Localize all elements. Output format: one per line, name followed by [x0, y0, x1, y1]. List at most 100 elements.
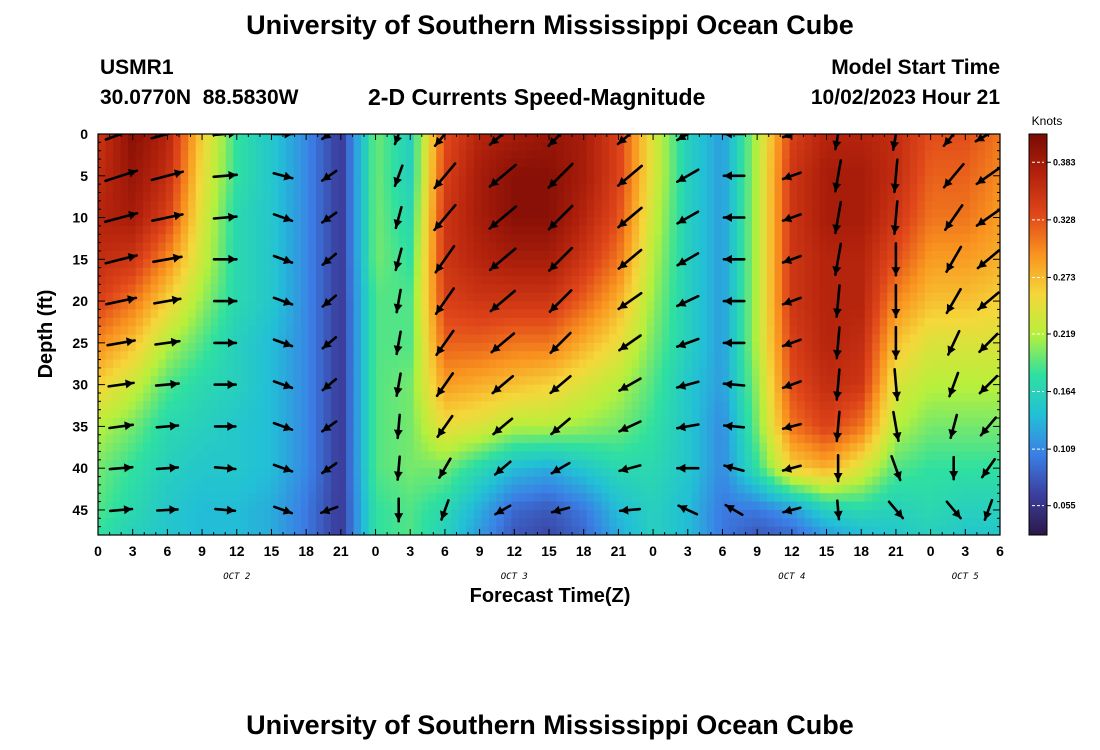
heatmap-cell [233, 409, 242, 419]
heatmap-cell [353, 217, 362, 227]
heatmap-cell [391, 459, 400, 469]
heatmap-cell [105, 242, 114, 252]
heatmap-cell [969, 267, 979, 277]
heatmap-cell [248, 142, 257, 152]
heatmap-cell [834, 392, 843, 402]
heatmap-cell [782, 392, 791, 402]
heatmap-cell [451, 359, 460, 369]
heatmap-cell [135, 426, 144, 436]
heatmap-cell [917, 468, 926, 478]
heatmap-cell [503, 259, 513, 269]
heatmap-cell [203, 351, 212, 361]
heatmap-cell [368, 192, 377, 202]
heatmap-cell [564, 418, 573, 427]
heatmap-cell [541, 301, 550, 311]
heatmap-cell [255, 284, 264, 294]
heatmap-cell [624, 309, 633, 319]
heatmap-cell [346, 451, 355, 461]
heatmap-cell [631, 367, 640, 377]
heatmap-cell [872, 401, 881, 411]
heatmap-cell [887, 309, 896, 319]
heatmap-cell [308, 434, 317, 444]
heatmap-cell [98, 359, 107, 369]
heatmap-cell [706, 334, 715, 344]
heatmap-cell [556, 200, 565, 210]
heatmap-cell [225, 184, 234, 194]
heatmap-cell [488, 159, 497, 169]
heatmap-cell [736, 317, 746, 327]
heatmap-cell [541, 309, 550, 319]
heatmap-cell [315, 317, 325, 327]
heatmap-cell [736, 234, 746, 244]
heatmap-cell [458, 384, 467, 394]
heatmap-cell [624, 134, 633, 143]
heatmap-cell [797, 418, 806, 427]
heatmap-cell [240, 200, 249, 210]
heatmap-cell [571, 409, 580, 419]
heatmap-cell [751, 317, 761, 327]
heatmap-cell [135, 217, 144, 227]
heatmap-cell [225, 317, 234, 327]
heatmap-cell [270, 351, 279, 361]
heatmap-cell [827, 301, 836, 311]
heatmap-cell [864, 409, 873, 419]
heatmap-cell [218, 250, 227, 260]
heatmap-cell [458, 326, 467, 336]
heatmap-cell [150, 359, 159, 369]
heatmap-cell [541, 317, 550, 327]
heatmap-cell [736, 150, 746, 160]
heatmap-cell [143, 284, 152, 294]
heatmap-cell [564, 317, 573, 327]
heatmap-cell [436, 334, 445, 344]
heatmap-cell [210, 443, 219, 453]
heatmap-cell [406, 301, 415, 311]
heatmap-cell [436, 142, 445, 152]
heatmap-cell [173, 284, 182, 294]
heatmap-cell [661, 401, 670, 411]
heatmap-cell [751, 443, 761, 453]
heatmap-cell [165, 401, 174, 411]
heatmap-cell [744, 250, 753, 260]
heatmap-cell [391, 476, 400, 486]
heatmap-cell [977, 351, 986, 361]
heatmap-cell [977, 468, 986, 478]
heatmap-cell [120, 309, 129, 319]
heatmap-cell [533, 401, 543, 411]
heatmap-cell [248, 451, 257, 461]
heatmap-cell [218, 192, 227, 202]
heatmap-cell [165, 284, 174, 294]
heatmap-cell [406, 426, 415, 436]
heatmap-cell [361, 276, 370, 285]
heatmap-cell [331, 225, 340, 235]
heatmap-cell [225, 451, 234, 461]
heatmap-cell [549, 234, 558, 244]
heatmap-cell [879, 259, 888, 269]
heatmap-cell [736, 192, 746, 202]
heatmap-cell [383, 468, 392, 478]
heatmap-cell [601, 468, 610, 478]
heatmap-cell [143, 342, 152, 352]
heatmap-cell [586, 225, 595, 235]
heatmap-cell [210, 367, 219, 377]
heatmap-cell [872, 342, 881, 352]
heatmap-cell [714, 276, 723, 285]
heatmap-cell [894, 242, 903, 252]
heatmap-cell [654, 334, 663, 344]
heatmap-cell [721, 134, 730, 143]
heatmap-cell [481, 384, 490, 394]
heatmap-cell [864, 217, 873, 227]
heatmap-cell [902, 267, 911, 277]
heatmap-cell [812, 276, 821, 285]
heatmap-cell [706, 209, 715, 219]
heatmap-cell [488, 334, 497, 344]
heatmap-cell [376, 342, 385, 352]
heatmap-cell [158, 142, 167, 152]
heatmap-cell [744, 184, 753, 194]
heatmap-cell [721, 392, 730, 402]
heatmap-cell [887, 376, 896, 386]
heatmap-cell [924, 459, 933, 469]
heatmap-cell [609, 159, 618, 169]
heatmap-cell [533, 409, 543, 419]
heatmap-cell [812, 309, 821, 319]
heatmap-cell [676, 359, 685, 369]
